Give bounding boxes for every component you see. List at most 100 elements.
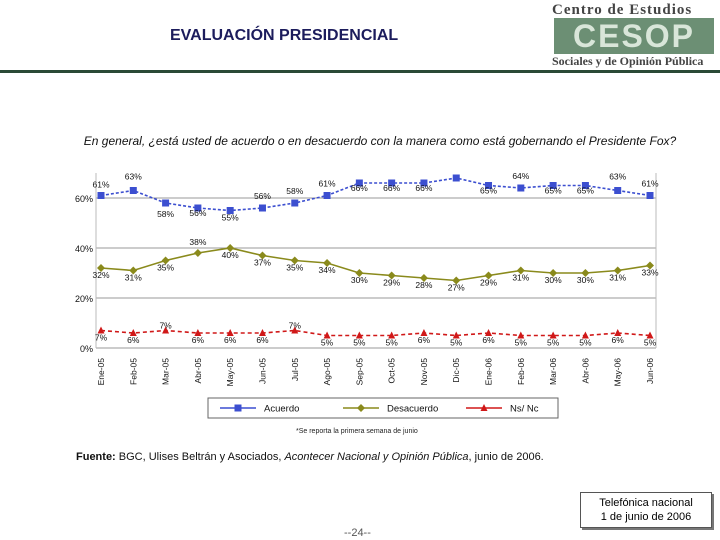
approval-line-chart: 0% 20% 40% 60% 61% 63% 58% 56% 55% 56% 58% 61% 66% 66…: [75, 171, 659, 419]
data-point: [129, 266, 138, 275]
data-point: [129, 187, 137, 194]
data-point: [549, 331, 557, 339]
data-label: 31%: [609, 273, 626, 283]
data-point: [388, 331, 396, 339]
data-point: [323, 259, 332, 267]
data-point: [193, 249, 202, 257]
data-label: 5%: [547, 338, 560, 348]
logo-mark: CESOP: [554, 18, 714, 54]
data-label: 34%: [319, 265, 336, 275]
data-label: 55%: [222, 213, 239, 223]
x-tick-label: Dic-05: [451, 358, 461, 383]
legend-marker: [357, 404, 365, 412]
data-point: [484, 271, 493, 280]
data-label: 7%: [289, 321, 302, 331]
data-point: [258, 329, 266, 336]
data-label: 5%: [450, 338, 463, 348]
data-point: [419, 274, 428, 282]
data-point: [323, 331, 331, 339]
x-tick-label: Sep-05: [354, 358, 364, 386]
x-tick-label: Ago-05: [322, 358, 332, 386]
data-point: [581, 331, 589, 339]
data-label: 66%: [415, 183, 432, 193]
data-point: [258, 251, 267, 260]
data-label: 30%: [545, 275, 562, 285]
data-label: 31%: [125, 273, 142, 283]
data-label: 66%: [383, 183, 400, 193]
data-label: 5%: [321, 338, 334, 348]
legend-label: Ns/ Nc: [510, 404, 539, 415]
data-label: 7%: [95, 333, 108, 343]
data-point: [258, 204, 266, 212]
data-point: [355, 269, 364, 277]
data-point: [452, 331, 460, 339]
data-point: [646, 331, 654, 339]
x-tick-label: Jul-05: [290, 358, 300, 381]
data-label: 56%: [189, 208, 206, 218]
data-label: 5%: [644, 338, 657, 348]
data-label: 61%: [92, 180, 109, 190]
data-label: 63%: [125, 172, 142, 182]
x-tick-label: Feb-06: [516, 358, 526, 385]
data-label: 7%: [159, 321, 172, 331]
data-point: [194, 204, 202, 212]
data-point: [646, 192, 654, 199]
data-label: 30%: [577, 275, 594, 285]
data-label: 66%: [351, 183, 368, 193]
data-point: [290, 256, 299, 265]
x-tick-label: Jun-05: [257, 358, 267, 384]
y-tick-label: 60%: [75, 194, 93, 204]
data-point: [387, 271, 396, 280]
data-point: [614, 187, 622, 194]
data-point: [226, 207, 234, 214]
logo-bottom-text: Sociales y de Opinión Pública: [552, 54, 704, 68]
data-label: 35%: [286, 263, 303, 273]
data-label: 6%: [127, 335, 140, 345]
source-text-1: BGC, Ulises Beltrán y Asociados,: [115, 451, 285, 463]
data-label: 29%: [383, 278, 400, 288]
data-point: [549, 269, 558, 277]
data-label: 27%: [448, 283, 465, 293]
data-label: 35%: [157, 263, 174, 273]
data-point: [581, 182, 589, 189]
x-tick-label: Ene-05: [96, 358, 106, 386]
data-point: [355, 331, 363, 339]
data-point: [355, 179, 363, 187]
data-point: [388, 179, 396, 187]
series-line-acuerdo: [100, 177, 651, 212]
legend-label: Acuerdo: [264, 404, 299, 415]
data-point: [323, 192, 331, 199]
data-point: [291, 199, 299, 207]
source-line: Fuente: BGC, Ulises Beltrán y Asociados,…: [76, 451, 544, 463]
data-point: [97, 326, 105, 334]
data-label: 5%: [353, 338, 366, 348]
data-label: 6%: [418, 335, 431, 345]
data-label: 29%: [480, 278, 497, 288]
x-tick-label: Abr-06: [580, 358, 590, 384]
data-label: 28%: [415, 280, 432, 290]
data-label: 61%: [641, 179, 658, 189]
x-tick-label: Jun-06: [645, 358, 655, 384]
data-point: [97, 264, 105, 272]
legend-box: [207, 397, 559, 419]
data-point: [549, 182, 557, 189]
data-point: [420, 179, 428, 187]
data-label: 37%: [254, 258, 271, 268]
data-label: 6%: [612, 335, 625, 345]
data-label: 58%: [286, 186, 303, 196]
x-tick-label: Abr-05: [193, 358, 203, 384]
data-point: [517, 331, 525, 339]
data-label: 5%: [515, 338, 528, 348]
data-label: 5%: [385, 338, 398, 348]
data-label: 65%: [545, 186, 562, 196]
data-point: [581, 269, 590, 277]
header-rule: [0, 70, 720, 73]
data-label: 63%: [609, 172, 626, 182]
data-point: [161, 256, 170, 265]
data-label: 6%: [192, 335, 205, 345]
data-label: 58%: [157, 209, 174, 219]
source-publication: Acontecer Nacional y Opinión Pública: [284, 451, 469, 463]
stamp-line-2: 1 de junio de 2006: [600, 511, 692, 523]
data-label: 64%: [512, 171, 529, 181]
data-point: [97, 192, 105, 199]
